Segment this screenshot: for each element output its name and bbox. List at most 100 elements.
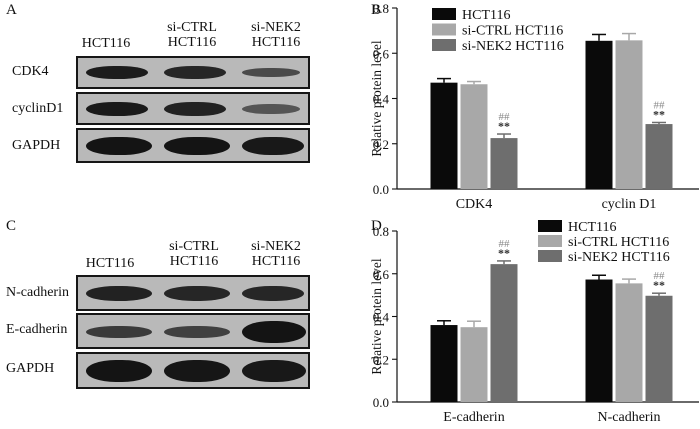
chart-b-bar	[585, 40, 613, 190]
chart-b-category-label: CDK4	[456, 197, 493, 212]
blot-c-row-3-label: GAPDH	[6, 361, 55, 376]
blot-c-strip-1	[76, 275, 310, 311]
chart-b-bar	[645, 124, 673, 189]
chart-d-significance-hash: ##	[499, 238, 511, 250]
chart-d-y-tick-label: 0.8	[373, 224, 389, 239]
chart-d-y-tick-label: 0.0	[373, 395, 389, 410]
blot-band	[164, 286, 230, 301]
blot-band	[86, 66, 148, 79]
chart-b-y-tick-label: 0.4	[373, 92, 390, 107]
chart-b-category-label: cyclin D1	[602, 197, 657, 212]
blot-a-strip-1	[76, 56, 310, 89]
blot-c-row-1-label: N-cadherin	[6, 285, 69, 300]
chart-d-significance-stars: **	[653, 278, 665, 292]
blot-a-row-1-label: CDK4	[12, 64, 49, 79]
chart-d-category-label: N-cadherin	[598, 410, 661, 425]
chart-b-significance-stars: **	[498, 119, 510, 133]
chart-b-y-tick-label: 0.8	[373, 1, 389, 16]
blot-band	[164, 360, 230, 382]
blot-c-lane-1-label: HCT116	[80, 256, 140, 271]
blot-band	[86, 137, 152, 155]
chart-b-significance-hash: ##	[499, 111, 511, 123]
blot-a-row-3-label: GAPDH	[12, 138, 61, 153]
chart-b-bar	[615, 40, 643, 190]
blot-band	[86, 360, 152, 382]
blot-band	[242, 321, 306, 343]
chart-b-bar	[490, 138, 518, 189]
chart-b-significance-stars: **	[653, 107, 665, 121]
blot-a-lane-2-line1: si-CTRL	[167, 20, 217, 35]
blot-a-lane-1-label: HCT116	[76, 36, 136, 51]
blot-c-lane-1-line1: HCT116	[85, 256, 135, 271]
blot-a-strip-3	[76, 128, 310, 163]
blot-band	[242, 68, 300, 77]
chart-d-bar	[490, 264, 518, 402]
blot-c-row-2-label: E-cadherin	[6, 322, 68, 337]
chart-d-y-tick-label: 0.2	[373, 352, 389, 367]
chart-d-significance-hash: ##	[654, 270, 666, 282]
chart-d-legend-swatch	[538, 220, 562, 232]
chart-d-legend-label: HCT116	[568, 220, 616, 235]
chart-d-bar	[585, 279, 613, 402]
blot-band	[242, 360, 306, 382]
panel-b-letter: B	[371, 2, 382, 18]
chart-d-y-tick-label: 0.6	[373, 267, 390, 282]
chart-b-y-axis-label: Relative protein level	[369, 40, 384, 156]
blot-c-strip-2	[76, 313, 310, 349]
blot-band	[164, 102, 226, 116]
blot-c-lane-3-line1: si-NEK2	[251, 239, 301, 254]
panel-d-letter: D	[371, 218, 382, 234]
blot-band	[86, 326, 152, 338]
chart-d-legend-swatch	[538, 235, 562, 247]
chart-b-y-tick-label: 0.6	[373, 46, 390, 61]
blot-c-lane-2-line2: HCT116	[169, 254, 219, 269]
blot-a-row-2-label: cyclinD1	[12, 101, 64, 116]
blot-a-lane-3-line2: HCT116	[251, 35, 301, 50]
blot-band	[164, 137, 230, 155]
chart-d-significance-stars: **	[498, 246, 510, 260]
chart-b-legend-swatch	[432, 23, 456, 36]
blot-a-lane-1-line1: HCT116	[81, 36, 131, 51]
blot-a-strip-2	[76, 92, 310, 125]
blot-band	[86, 286, 152, 301]
chart-d-category-label: E-cadherin	[443, 410, 504, 425]
chart-b-significance-hash: ##	[654, 99, 666, 111]
blot-a-lane-3-label: si-NEK2 HCT116	[236, 20, 316, 50]
blot-band	[242, 104, 300, 114]
chart-b-bar	[460, 84, 488, 189]
blot-c-strip-3	[76, 352, 310, 389]
blot-band	[164, 66, 226, 79]
chart-b-legend-swatch	[432, 39, 456, 51]
panel-a-letter: A	[6, 2, 17, 18]
chart-d-bar	[645, 295, 673, 402]
blot-a-lane-2-line2: HCT116	[167, 35, 217, 50]
chart-b-y-tick-label: 0.2	[373, 137, 389, 152]
blot-c-lane-3-line2: HCT116	[251, 254, 301, 269]
blot-band	[242, 137, 304, 155]
blot-band	[86, 102, 148, 116]
blot-band	[242, 286, 304, 301]
blot-a-lane-3-line1: si-NEK2	[251, 20, 301, 35]
chart-b-bar	[430, 82, 458, 189]
chart-b-legend-swatch	[432, 8, 456, 20]
chart-d-y-tick-label: 0.4	[373, 310, 390, 325]
blot-c-lane-2-label: si-CTRL HCT116	[154, 239, 234, 269]
chart-d-legend-label: si-CTRL HCT116	[568, 235, 669, 250]
blot-a-lane-2-label: si-CTRL HCT116	[152, 20, 232, 50]
blot-c-lane-2-line1: si-CTRL	[169, 239, 219, 254]
chart-b-legend-label: HCT116	[462, 8, 510, 23]
blot-band	[164, 326, 230, 338]
panel-c-letter: C	[6, 218, 17, 234]
chart-d-legend-label: si-NEK2 HCT116	[568, 250, 670, 265]
blot-c-lane-3-label: si-NEK2 HCT116	[236, 239, 316, 269]
chart-d-legend-swatch	[538, 250, 562, 262]
chart-d-bar	[430, 325, 458, 402]
chart-d-y-axis-label: Relative protein level	[369, 258, 384, 374]
chart-d-bar	[460, 327, 488, 402]
chart-b-legend-label: si-NEK2 HCT116	[462, 39, 564, 54]
chart-d-bar	[615, 283, 643, 402]
chart-b-y-tick-label: 0.0	[373, 182, 389, 197]
chart-b-legend-label: si-CTRL HCT116	[462, 24, 563, 39]
